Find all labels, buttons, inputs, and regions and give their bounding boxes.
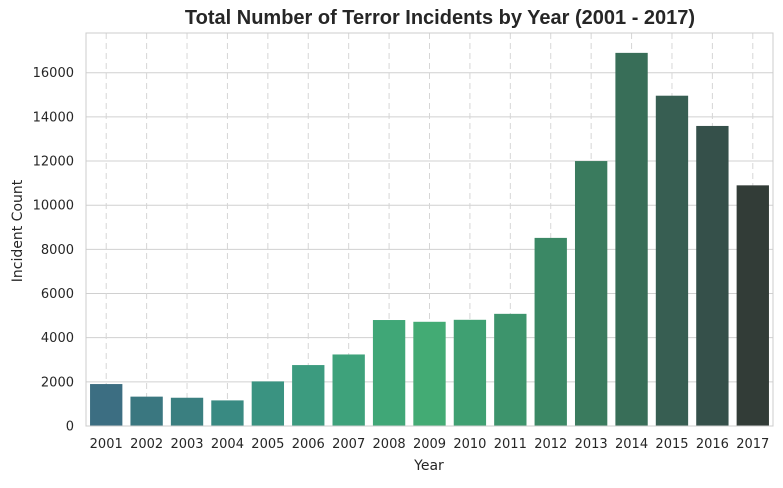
y-tick-label: 8000 <box>41 243 74 258</box>
x-tick-label: 2001 <box>90 437 123 452</box>
bar-2015 <box>655 95 689 426</box>
bar-2007 <box>332 354 365 426</box>
x-tick-label: 2003 <box>170 437 203 452</box>
bar-2013 <box>574 161 608 426</box>
x-tick-label: 2006 <box>292 437 325 452</box>
y-tick-label: 12000 <box>33 155 74 170</box>
bar-2006 <box>292 365 325 426</box>
y-axis-label: Incident Count <box>10 179 26 282</box>
bar-2009 <box>413 321 446 426</box>
x-tick-label: 2004 <box>211 437 244 452</box>
y-tick-label: 2000 <box>41 375 74 390</box>
bars <box>90 52 769 427</box>
bar-2005 <box>251 381 285 426</box>
x-tick-label: 2002 <box>130 437 163 452</box>
y-tick-label: 4000 <box>41 331 74 346</box>
x-tick-label: 2015 <box>655 437 688 452</box>
y-tick-label: 14000 <box>33 110 74 125</box>
y-tick-label: 16000 <box>33 66 74 81</box>
y-ticks: 0 2000 4000 6000 8000 10000 12000 14000 16000 <box>33 66 74 434</box>
x-tick-label: 2008 <box>373 437 406 452</box>
bar-2016 <box>696 125 729 427</box>
x-tick-label: 2011 <box>494 437 527 452</box>
bar-2001 <box>90 384 123 426</box>
y-tick-label: 6000 <box>41 287 74 302</box>
y-tick-label: 0 <box>66 420 74 435</box>
plot-frame <box>85 32 774 427</box>
bar-2008 <box>372 320 406 426</box>
bar-2011 <box>494 313 527 426</box>
x-tick-label: 2013 <box>575 437 608 452</box>
x-tick-label: 2007 <box>332 437 365 452</box>
chart-title: Total Number of Terror Incidents by Year… <box>185 7 695 29</box>
bar-2004 <box>211 400 244 426</box>
bar-2014 <box>615 52 648 426</box>
bar-2002 <box>130 396 163 426</box>
bar-2003 <box>170 397 204 426</box>
bar-2012 <box>534 237 567 426</box>
bar-2010 <box>453 319 487 426</box>
x-tick-label: 2012 <box>534 437 567 452</box>
x-tick-label: 2016 <box>696 437 729 452</box>
x-tick-label: 2014 <box>615 437 648 452</box>
x-axis-label: Year <box>413 458 444 474</box>
x-tick-label: 2009 <box>413 437 446 452</box>
bar-2017 <box>736 185 769 426</box>
x-tick-label: 2017 <box>736 437 769 452</box>
x-ticks: 2001 2002 2003 2004 2005 2006 2007 2008 2009 2010… <box>90 437 770 452</box>
x-tick-label: 2010 <box>453 437 486 452</box>
y-tick-label: 10000 <box>33 199 74 214</box>
x-tick-label: 2005 <box>251 437 284 452</box>
